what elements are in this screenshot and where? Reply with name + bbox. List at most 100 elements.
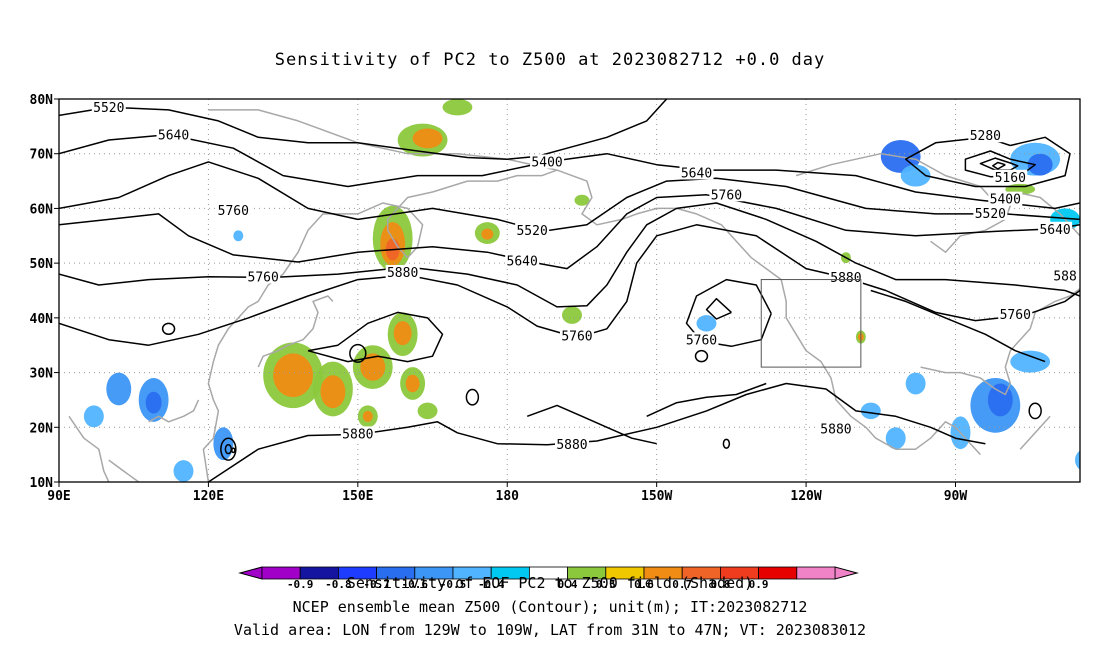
sensitivity-patch <box>1095 258 1100 280</box>
colorbar-label: -0.9 <box>287 578 314 591</box>
gridlines <box>59 99 1080 482</box>
sensitivity-patch <box>905 372 926 395</box>
lon-tick-label: 90W <box>944 489 968 504</box>
footer-valid-area-caption: Valid area: LON from 129W to 109W, LAT f… <box>233 621 867 639</box>
z500-contours <box>59 99 1080 482</box>
colorbar-label: -0.6 <box>402 578 429 591</box>
colorbar-label: -0.7 <box>363 578 390 591</box>
valid-area-rectangle <box>760 279 862 368</box>
contour-label: 5520 <box>93 101 124 116</box>
contour-label: 5640 <box>158 129 189 144</box>
colorbar: -0.9 -0.8 -0.7 -0.6 -0.5 -0.4 0.4 0.5 0.6 0.7 0.8 0… <box>238 566 859 591</box>
sensitivity-patch <box>233 230 244 242</box>
contour-label: 5160 <box>995 171 1026 186</box>
z500-contour <box>904 136 1071 188</box>
contour-label: 5880 <box>830 271 861 286</box>
sensitivity-patch <box>106 372 132 406</box>
map-title: Sensitivity of PC2 to Z500 at 2023082712… <box>274 50 826 70</box>
z500-contour <box>59 99 668 160</box>
contour-label: 5400 <box>990 193 1021 208</box>
colorbar-label: -0.5 <box>440 578 467 591</box>
colorbar-label: -0.4 <box>478 578 505 591</box>
z500-contour <box>59 224 1080 346</box>
sensitivity-patch <box>145 391 162 414</box>
lon-tick-label: 90E <box>47 489 70 504</box>
lat-tick-label: 30N <box>30 367 54 382</box>
valid-area-box <box>760 279 862 368</box>
coastline <box>386 169 558 259</box>
sensitivity-patch <box>83 405 104 428</box>
sensitivity-patch <box>1027 153 1053 176</box>
sensitivity-patch <box>1075 450 1080 470</box>
contour-label: 5880 <box>342 427 373 442</box>
colorbar-swatch <box>796 566 836 580</box>
z500-contour <box>685 278 772 348</box>
sensitivity-patch <box>885 427 906 450</box>
lon-tick-label: 120W <box>790 489 821 504</box>
sensitivity-patch <box>213 427 234 461</box>
contour-label: 5880 <box>556 438 587 453</box>
sensitivity-patch <box>405 374 420 393</box>
z500-contour <box>307 311 444 363</box>
z500-contour <box>964 150 1036 178</box>
coastline <box>208 109 558 171</box>
contour-label: 5640 <box>681 166 712 181</box>
z500-contour <box>992 161 1006 170</box>
lat-tick-label: 70N <box>30 148 54 163</box>
sensitivity-patch <box>362 410 373 422</box>
lat-tick-label: 20N <box>30 421 54 436</box>
colorbar-label: -0.8 <box>325 578 352 591</box>
sensitivity-patch <box>412 128 443 149</box>
contour-label: 5760 <box>218 204 249 219</box>
colorbar-label: 0.6 <box>634 578 654 591</box>
sensitivity-patch <box>360 353 386 381</box>
contour-label: 5760 <box>561 329 592 344</box>
coastline <box>1079 475 1080 477</box>
contour-label: 5640 <box>507 255 538 270</box>
footer-shaded-caption: Sensitivity of EOF PC2 to Z500 field (Sh… <box>346 574 754 592</box>
sensitivity-patch <box>1095 405 1100 427</box>
z500-contour <box>349 343 367 363</box>
z500-contour <box>1028 402 1042 420</box>
sensitivity-patch <box>1010 350 1051 373</box>
z500-contour <box>220 437 237 461</box>
coastlines <box>68 109 1080 482</box>
z500-contour <box>694 349 709 363</box>
sensitivity-patch <box>481 228 494 240</box>
lat-tick-label: 10N <box>30 476 54 491</box>
contour-label: 5760 <box>1000 308 1031 323</box>
z500-contour <box>59 194 1080 270</box>
contour-label: 5520 <box>975 207 1006 222</box>
contour-label: 5880 <box>820 422 851 437</box>
lon-tick-label: 180 <box>496 489 520 504</box>
z500-contour <box>526 404 657 445</box>
sensitivity-patch <box>273 353 314 398</box>
z500-contour <box>870 289 1046 363</box>
sensitivity-patch <box>696 315 717 332</box>
sensitivity-patch <box>1095 318 1100 362</box>
contour-label: 588 <box>1053 269 1076 284</box>
z500-contour <box>59 202 1080 308</box>
map-frame <box>58 98 1081 483</box>
sensitivity-patch <box>393 321 412 346</box>
contour-label: 5640 <box>1039 223 1070 238</box>
lat-tick-label: 40N <box>30 312 54 327</box>
z500-contour <box>465 388 480 406</box>
contour-label: 5760 <box>248 270 279 285</box>
coastline <box>257 295 334 368</box>
sensitivity-patch <box>442 99 473 116</box>
contour-label: 5760 <box>686 333 717 348</box>
colorbar-label: 0.9 <box>749 578 769 591</box>
lat-tick-label: 80N <box>30 93 54 108</box>
contour-label: 5280 <box>970 129 1001 144</box>
sensitivity-patch <box>900 164 931 187</box>
z500-contour <box>161 322 176 336</box>
z500-contour <box>207 382 986 482</box>
coastline <box>68 415 110 482</box>
sensitivity-patch <box>417 402 438 420</box>
lon-tick-label: 120E <box>193 489 224 504</box>
coastline <box>920 287 1080 396</box>
